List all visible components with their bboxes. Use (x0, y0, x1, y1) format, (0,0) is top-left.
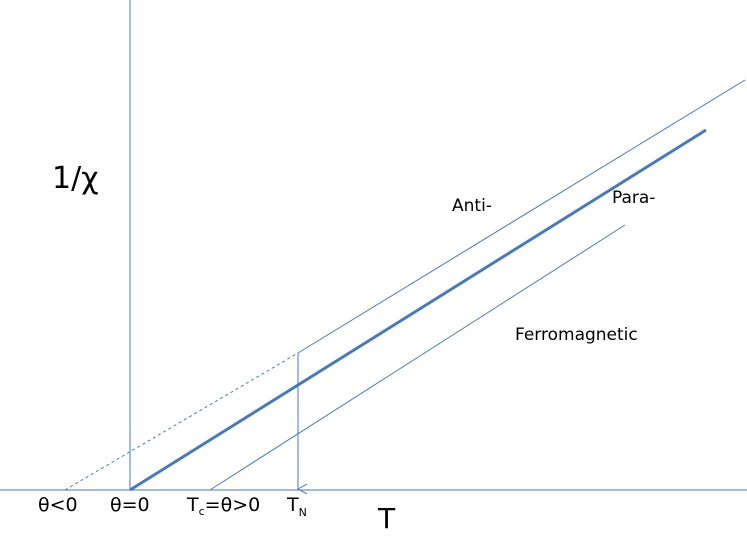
curie-rest: =θ>0 (205, 494, 261, 516)
para-line (129, 128, 707, 492)
para-label: Para- (612, 188, 655, 208)
theta-negative-label: θ<0 (38, 494, 78, 516)
ferro-label: Ferromagnetic (515, 325, 638, 345)
y-axis-label: 1/χ (52, 161, 99, 196)
anti-line (297, 79, 746, 354)
ferro-line (209, 224, 626, 491)
curie-main: T (186, 494, 199, 516)
anti-label: Anti- (452, 196, 492, 216)
curie-sub: c (199, 505, 205, 518)
neel-label: TN (286, 494, 307, 519)
neel-main: T (286, 494, 299, 516)
x-axis-label: T (377, 502, 396, 535)
theta-zero-label: θ=0 (110, 494, 150, 516)
anti-extrapolation (64, 352, 299, 491)
neel-sub: N (299, 506, 307, 519)
curie-label: Tc=θ>0 (186, 494, 260, 518)
